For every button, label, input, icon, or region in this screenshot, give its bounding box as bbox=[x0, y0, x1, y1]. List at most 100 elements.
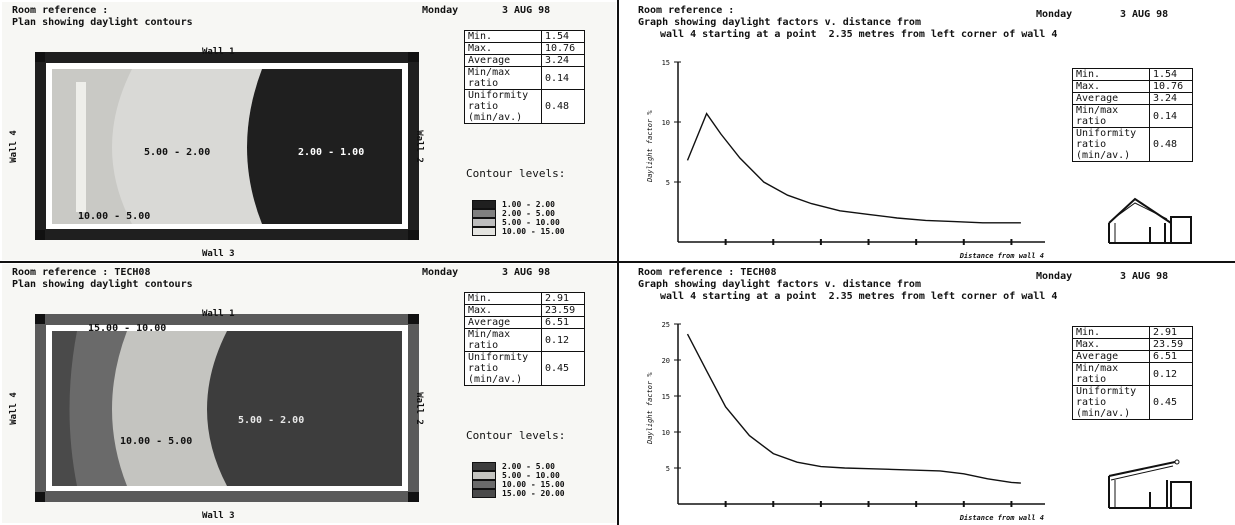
legend-swatch bbox=[472, 218, 496, 227]
y-tick-label: 10 bbox=[662, 429, 670, 437]
wall-label-bottom: Wall 3 bbox=[202, 511, 235, 521]
y-tick-label: 25 bbox=[662, 321, 670, 329]
wall-label-top: Wall 1 bbox=[202, 47, 235, 57]
stat-label: Average bbox=[1072, 92, 1150, 105]
stat-label: Average bbox=[1072, 350, 1150, 363]
stat-value: 23.59 bbox=[541, 304, 585, 317]
stat-label: Max. bbox=[464, 304, 542, 317]
stat-label: Max. bbox=[1072, 338, 1150, 351]
room-reference-label: Room reference : TECH08 bbox=[12, 267, 151, 278]
date-label: 3 AUG 98 bbox=[502, 5, 551, 16]
stat-value: 3.24 bbox=[541, 54, 585, 67]
legend-label: 10.00 - 15.00 bbox=[502, 480, 565, 489]
day-label: Monday bbox=[422, 267, 459, 278]
stat-label: Average bbox=[464, 54, 542, 67]
stats-row-minmax: Min/max ratio 0.14 bbox=[464, 66, 585, 90]
stats-row-uniformity: Uniformity ratio (min/av.) 0.45 bbox=[464, 351, 585, 386]
stat-label: Min. bbox=[1072, 326, 1150, 339]
contour-legend: 2.00 - 5.00 5.00 - 10.00 10.00 - 15.00 1… bbox=[472, 462, 565, 498]
stats-row-minmax: Min/max ratio 0.14 bbox=[1072, 104, 1193, 128]
stat-value: 10.76 bbox=[1149, 80, 1193, 93]
building-section-icon bbox=[1108, 197, 1192, 244]
y-tick-label: 5 bbox=[666, 179, 670, 187]
stat-value: 0.14 bbox=[1149, 104, 1193, 128]
stats-table: Min. 1.54 Max. 10.76 Average 3.24 Min/max r… bbox=[464, 30, 585, 124]
wall-label-top: Wall 1 bbox=[202, 309, 235, 319]
daylight-factor-line bbox=[686, 112, 1021, 224]
stat-value: 1.54 bbox=[541, 30, 585, 43]
contour-legend-item: 2.00 - 5.00 bbox=[472, 209, 565, 218]
building-section-icon bbox=[1108, 459, 1192, 509]
stats-row-average: Average 6.51 bbox=[1072, 350, 1193, 363]
room-plan bbox=[35, 52, 419, 240]
day-label: Monday bbox=[1036, 9, 1073, 20]
stats-row-average: Average 3.24 bbox=[464, 54, 585, 67]
daylight-factor-chart: 15 10 5 Daylight factor % Distance from wall… bbox=[646, 59, 1045, 260]
date-label: 3 AUG 98 bbox=[1120, 271, 1169, 282]
legend-swatch bbox=[472, 200, 496, 209]
x-axis-label: Distance from wall 4 bbox=[959, 514, 1044, 522]
plan-zone-label: 15.00 - 10.00 bbox=[88, 323, 167, 334]
plan-zone-label: 5.00 - 2.00 bbox=[238, 415, 305, 426]
plan-panel-bottom: Room reference : TECH08 Monday 3 AUG 98 … bbox=[2, 264, 616, 523]
stats-row-uniformity: Uniformity ratio (min/av.) 0.45 bbox=[1072, 385, 1193, 420]
room-plan bbox=[35, 314, 419, 502]
y-tick-label: 15 bbox=[662, 59, 670, 67]
legend-swatch bbox=[472, 227, 496, 236]
legend-label: 15.00 - 20.00 bbox=[502, 489, 565, 498]
stat-label: Min. bbox=[464, 30, 542, 43]
stat-label: Min. bbox=[1072, 68, 1150, 81]
contour-legend-item: 10.00 - 15.00 bbox=[472, 480, 565, 489]
graph-panel-top: Room reference : Monday 3 AUG 98 Graph s… bbox=[620, 2, 1233, 260]
graph-panel-bottom: Room reference : TECH08 Monday 3 AUG 98 … bbox=[620, 264, 1233, 523]
stat-value: 23.59 bbox=[1149, 338, 1193, 351]
stat-label: Uniformity ratio (min/av.) bbox=[1072, 385, 1150, 420]
stats-row-max: Max. 23.59 bbox=[464, 304, 585, 317]
plan-panel-top: Room reference : Monday 3 AUG 98 Plan sh… bbox=[2, 2, 616, 260]
graph-title-line-2: wall 4 starting at a point 2.35 metres f… bbox=[660, 291, 1058, 302]
divider-horizontal bbox=[0, 261, 1235, 263]
contour-levels-title: Contour levels: bbox=[466, 167, 566, 180]
stat-value: 0.48 bbox=[541, 89, 585, 124]
legend-label: 5.00 - 10.00 bbox=[502, 471, 560, 480]
stat-label: Uniformity ratio (min/av.) bbox=[464, 351, 542, 386]
stats-row-min: Min. 2.91 bbox=[464, 292, 585, 305]
stats-row-minmax: Min/max ratio 0.12 bbox=[1072, 362, 1193, 386]
plan-zone-label: 2.00 - 1.00 bbox=[298, 147, 365, 158]
legend-swatch bbox=[472, 489, 496, 498]
stat-value: 1.54 bbox=[1149, 68, 1193, 81]
stat-value: 2.91 bbox=[1149, 326, 1193, 339]
stat-value: 3.24 bbox=[1149, 92, 1193, 105]
stat-label: Min/max ratio bbox=[1072, 104, 1150, 128]
wall-label-left: Wall 4 bbox=[8, 392, 19, 425]
wall-label-right: Wall 2 bbox=[413, 392, 424, 425]
stats-row-min: Min. 2.91 bbox=[1072, 326, 1193, 339]
plan-zone-label: 10.00 - 5.00 bbox=[78, 211, 151, 222]
room-reference-label: Room reference : bbox=[12, 5, 109, 16]
wall-label-right: Wall 2 bbox=[413, 130, 424, 163]
stat-label: Min/max ratio bbox=[464, 328, 542, 352]
stat-value: 2.91 bbox=[541, 292, 585, 305]
stats-row-average: Average 6.51 bbox=[464, 316, 585, 329]
legend-label: 5.00 - 10.00 bbox=[502, 218, 560, 227]
stat-label: Min/max ratio bbox=[464, 66, 542, 90]
contour-legend-item: 5.00 - 10.00 bbox=[472, 218, 565, 227]
legend-swatch bbox=[472, 471, 496, 480]
y-tick-label: 10 bbox=[662, 119, 670, 127]
contour-legend-item: 2.00 - 5.00 bbox=[472, 462, 565, 471]
contour-levels-title: Contour levels: bbox=[466, 429, 566, 442]
plan-subtitle: Plan showing daylight contours bbox=[12, 17, 193, 28]
day-label: Monday bbox=[1036, 271, 1073, 282]
legend-label: 2.00 - 5.00 bbox=[502, 209, 555, 218]
stat-value: 0.45 bbox=[1149, 385, 1193, 420]
plan-subtitle: Plan showing daylight contours bbox=[12, 279, 193, 290]
date-label: 3 AUG 98 bbox=[1120, 9, 1169, 20]
y-axis-label: Daylight factor % bbox=[646, 110, 654, 183]
stats-row-max: Max. 10.76 bbox=[464, 42, 585, 55]
legend-swatch bbox=[472, 209, 496, 218]
day-label: Monday bbox=[422, 5, 459, 16]
stat-label: Average bbox=[464, 316, 542, 329]
legend-label: 10.00 - 15.00 bbox=[502, 227, 565, 236]
stats-table: Min. 2.91 Max. 23.59 Average 6.51 Min/max r… bbox=[1072, 326, 1193, 420]
stat-label: Uniformity ratio (min/av.) bbox=[464, 89, 542, 124]
